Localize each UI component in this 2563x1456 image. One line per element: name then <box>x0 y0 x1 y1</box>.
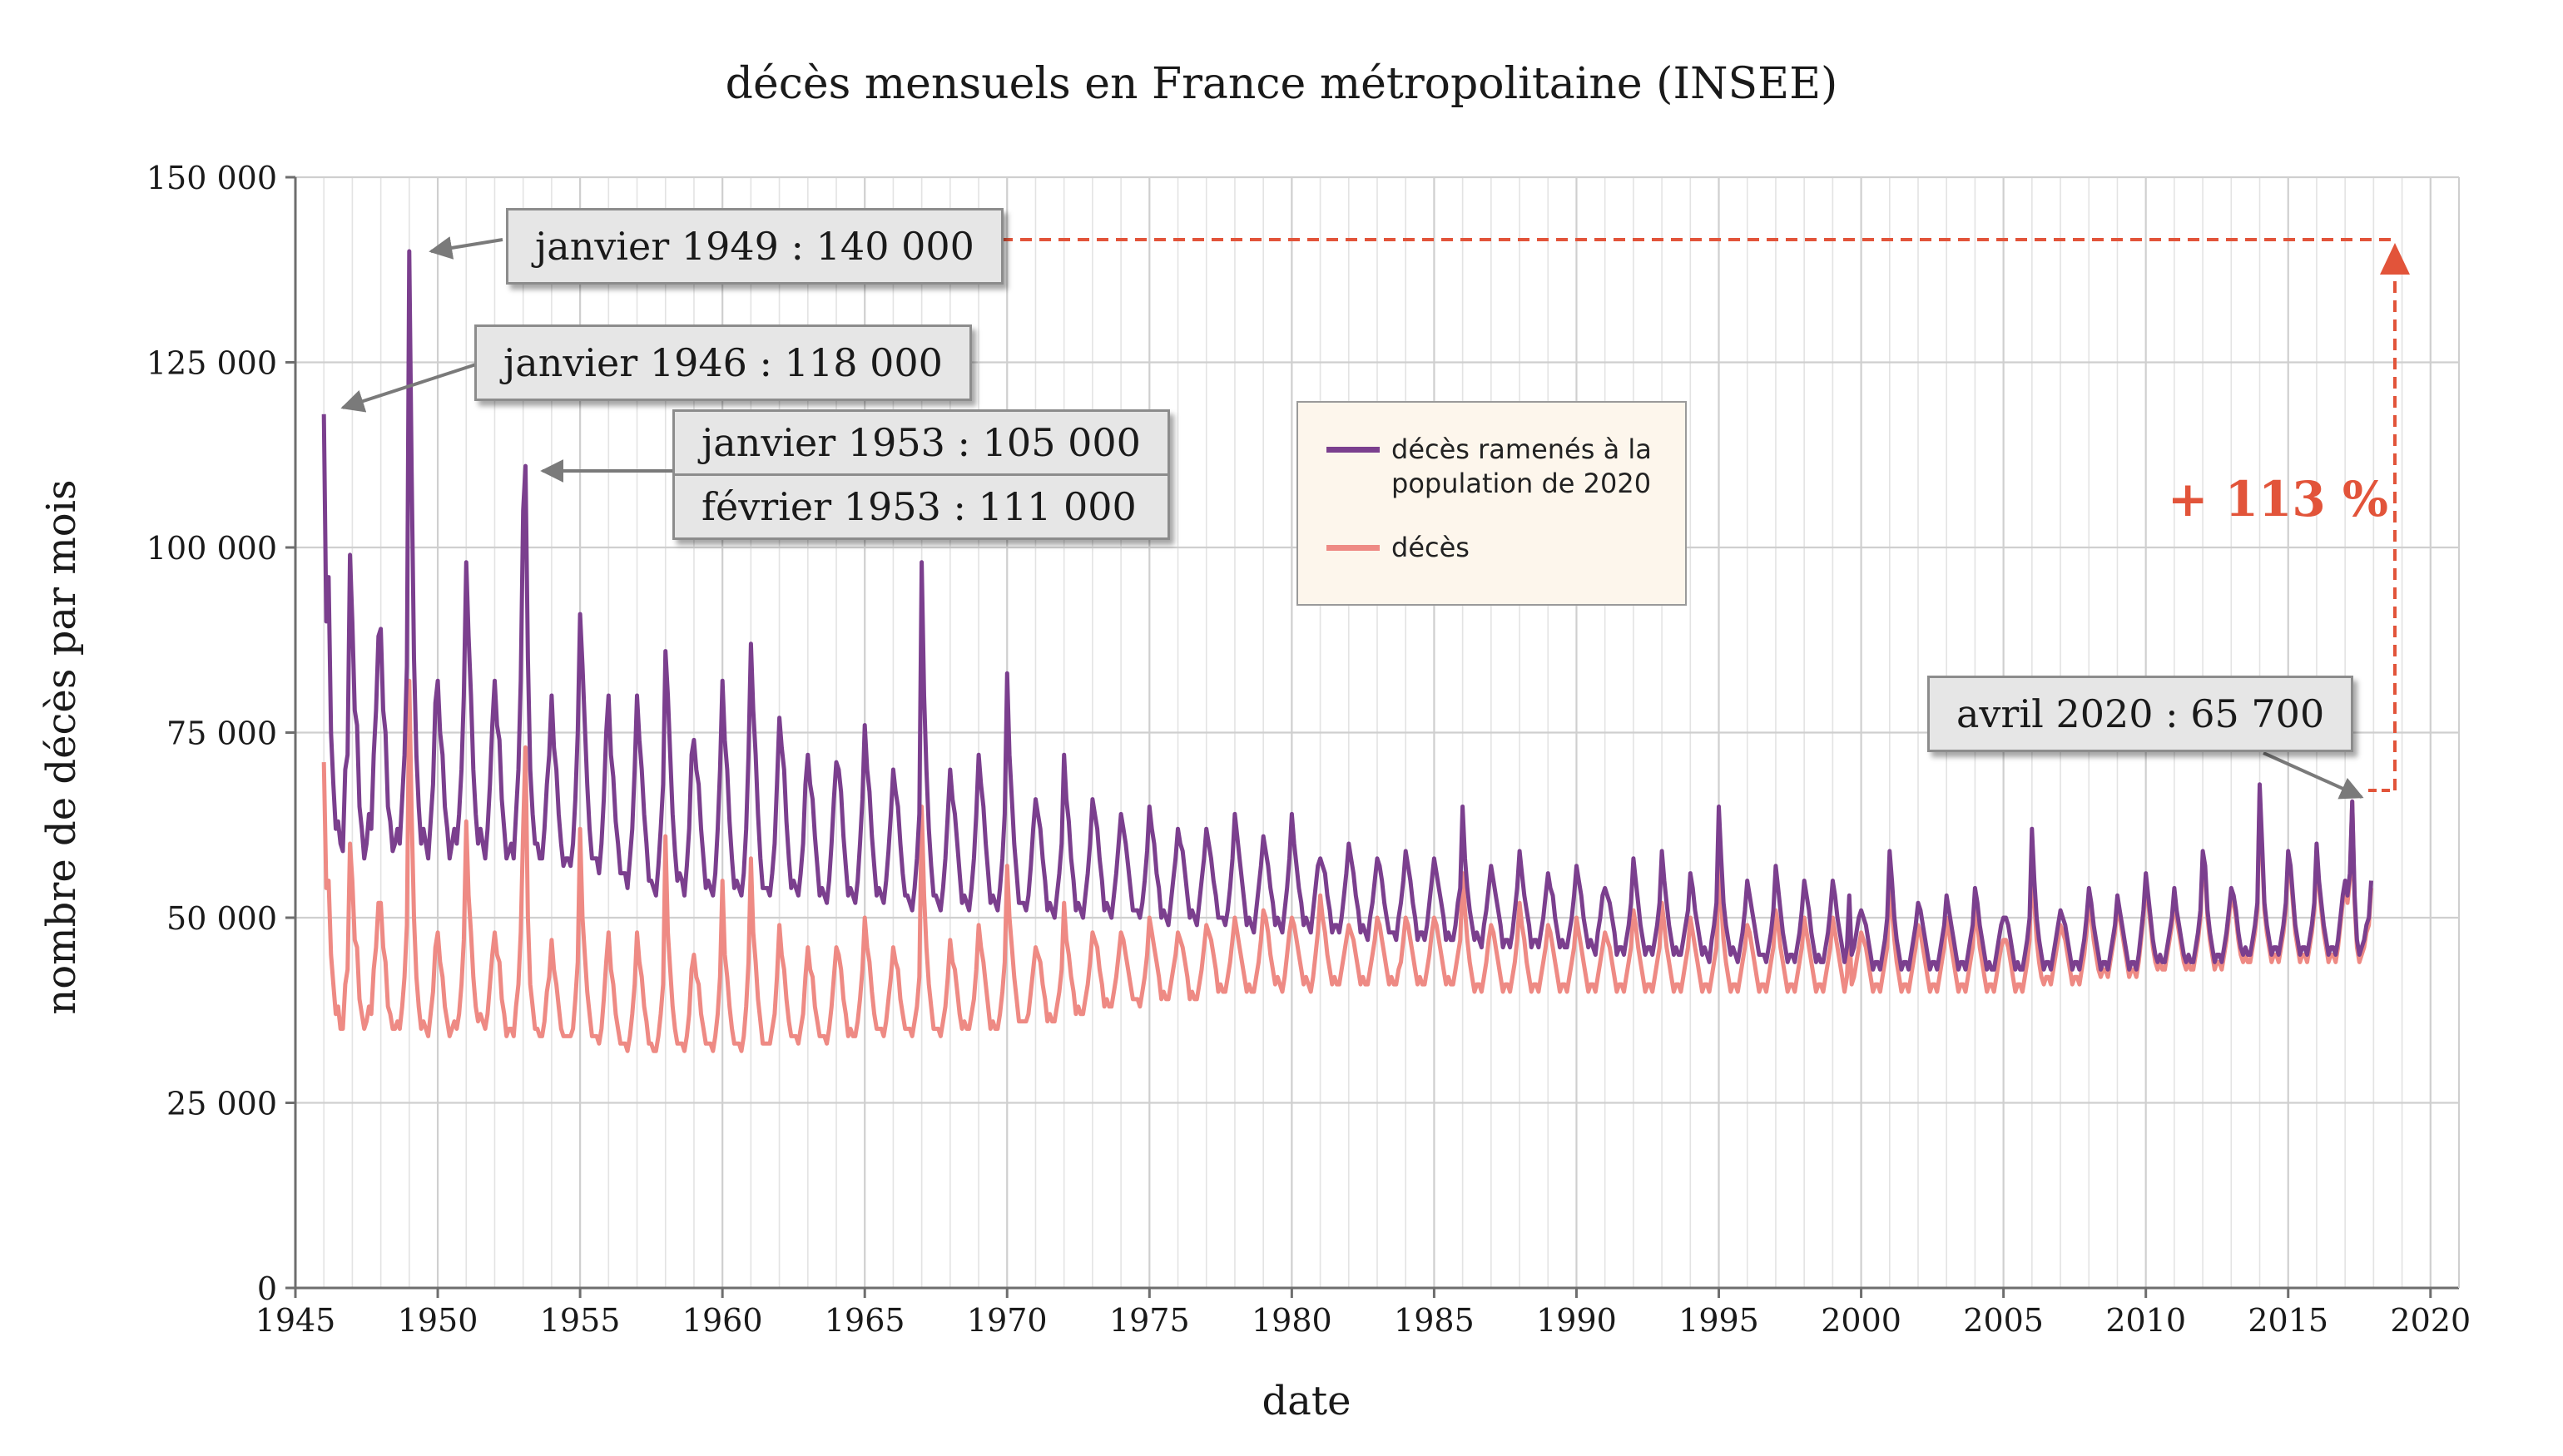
callout-arrow-1949 <box>429 236 503 260</box>
chart-title: décès mensuels en France métropolitaine … <box>726 59 1838 109</box>
x-tick-label: 1985 <box>1394 1302 1475 1339</box>
callout-janvier-1949: janvier 1949 : 140 000 <box>506 208 1004 285</box>
callout-janvier-1946: janvier 1946 : 118 000 <box>474 324 972 401</box>
y-axis-label: nombre de décès par mois <box>38 479 85 1014</box>
callout-arrow-2020 <box>2263 751 2364 800</box>
y-tick-label: 100 000 <box>146 530 277 567</box>
x-tick-label: 2015 <box>2248 1302 2328 1339</box>
x-axis-tick-labels: 1945 1950 1955 1960 1965 1970 1975 1980 1985 1990… <box>255 1302 2471 1339</box>
callout-1953: janvier 1953 : 105 000 février 1953 : 11… <box>672 409 1170 540</box>
x-tick-label: 1960 <box>682 1302 763 1339</box>
x-axis-label: date <box>1262 1378 1351 1424</box>
legend-item-adjusted: décès ramenés à la population de 2020 <box>1326 433 1674 501</box>
callout-arrow-1946 <box>340 363 477 413</box>
y-tick-label: 75 000 <box>166 716 277 752</box>
legend-label-raw: décès <box>1391 532 1470 563</box>
legend-swatch-adjusted <box>1326 447 1380 453</box>
x-tick-label: 2000 <box>1821 1302 1901 1339</box>
x-tick-label: 1975 <box>1109 1302 1190 1339</box>
callout-text: février 1953 : 111 000 <box>701 484 1137 529</box>
legend-label-adjusted: décès ramenés à la population de 2020 <box>1391 433 1652 499</box>
callout-text: janvier 1949 : 140 000 <box>535 224 974 269</box>
legend-swatch-raw <box>1326 545 1380 551</box>
series-lines <box>321 249 2373 1053</box>
callout-avril-2020: avril 2020 : 65 700 <box>1927 676 2354 752</box>
x-tick-label: 2020 <box>2390 1302 2471 1339</box>
callout-text: avril 2020 : 65 700 <box>1956 691 2325 736</box>
x-tick-label: 1970 <box>967 1302 1048 1339</box>
x-tick-label: 1995 <box>1678 1302 1759 1339</box>
y-tick-label: 0 <box>257 1270 277 1307</box>
y-tick-label: 125 000 <box>146 345 277 382</box>
increase-arrow-head <box>2380 243 2410 275</box>
x-tick-label: 2005 <box>1963 1302 2044 1339</box>
chart-legend: décès ramenés à la population de 2020 dé… <box>1296 401 1687 606</box>
y-tick-label: 150 000 <box>146 160 277 196</box>
x-tick-label: 1945 <box>255 1302 336 1339</box>
legend-item-raw: décès <box>1326 531 1674 565</box>
callout-text: janvier 1953 : 105 000 <box>675 418 1167 476</box>
x-tick-label: 1990 <box>1536 1302 1617 1339</box>
callout-text: janvier 1946 : 118 000 <box>503 340 943 385</box>
y-axis-tick-labels: 0 25 000 50 000 75 000 100 000 125 000 150 000 <box>146 160 277 1307</box>
y-tick-label: 50 000 <box>166 900 277 937</box>
x-tick-label: 1980 <box>1252 1302 1332 1339</box>
increase-percent-label: + 113 % <box>2167 471 2388 527</box>
y-tick-label: 25 000 <box>166 1086 277 1122</box>
x-tick-label: 1950 <box>398 1302 478 1339</box>
series-line-adjusted <box>321 249 2373 972</box>
x-tick-label: 2010 <box>2105 1302 2186 1339</box>
x-tick-label: 1965 <box>825 1302 905 1339</box>
x-tick-label: 1955 <box>540 1302 621 1339</box>
